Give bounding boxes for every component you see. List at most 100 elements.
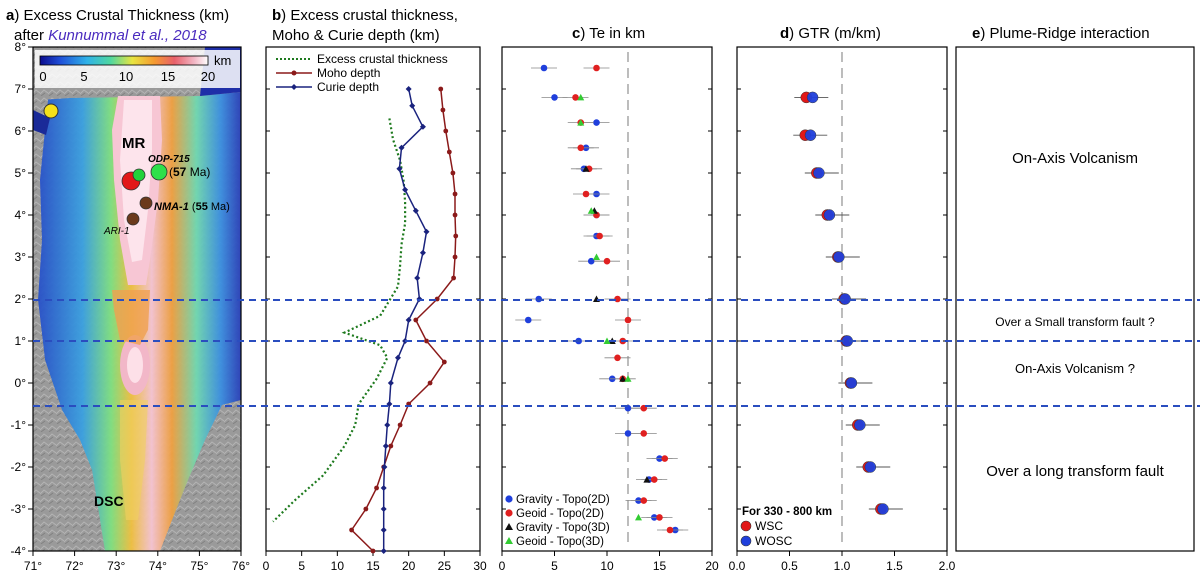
zone-label-long-transform: Over a long transform fault: [986, 463, 1164, 480]
geoid2d-point: [593, 64, 600, 72]
x-tick-label: 5: [298, 559, 305, 573]
y-tick-label: 4°: [15, 208, 27, 222]
map-label-nma-unit: Ma: [211, 201, 227, 213]
zone-label-on-axis-q: On-Axis Volcanism ?: [1015, 361, 1135, 376]
wosc-point: [854, 419, 866, 431]
y-tick-label: 7°: [15, 82, 27, 96]
green-site-marker: [132, 168, 146, 182]
moho-point: [427, 380, 433, 386]
y-tick-label: 1°: [15, 334, 27, 348]
y-tick-label: -1°: [11, 418, 27, 432]
y-tick-label: -3°: [11, 502, 27, 516]
map-label-mr: MR: [122, 135, 145, 152]
curie-point: [412, 207, 419, 214]
moho-point: [446, 149, 452, 155]
panel-a-citation: Kunnummal et al., 2018: [48, 27, 207, 44]
x-tick-label: 15: [653, 559, 667, 573]
colorbar-tick: 0: [39, 69, 46, 84]
nma-1-marker: [139, 196, 153, 210]
x-tick-label: 30: [473, 559, 487, 573]
svg-text:e) Plume-Ridge interaction: e) Plume-Ridge interaction: [972, 25, 1150, 42]
svg-text:d) GTR (m/km): d) GTR (m/km): [780, 25, 881, 42]
map-label-dsc: DSC: [94, 493, 124, 509]
y-tick-label: -4°: [11, 544, 27, 558]
panel-a-letter: a: [6, 7, 15, 24]
x-tick-label: 0: [263, 559, 270, 573]
map-label-nma: NMA-1: [154, 201, 189, 213]
curie-point: [380, 548, 387, 554]
curie-point: [387, 380, 394, 386]
x-tick-label: 72°: [66, 559, 84, 573]
panel-e-letter: e: [972, 25, 980, 42]
map-label-odp-age: 57: [173, 165, 187, 179]
wosc-point: [813, 167, 825, 179]
moho-point: [413, 317, 419, 323]
x-tick-label: 25: [438, 559, 452, 573]
legend-label-gravity2d: Gravity - Topo(2D): [516, 494, 610, 506]
colorbar-tick: 15: [161, 69, 175, 84]
wosc-point: [823, 209, 836, 221]
panel-b-letter: b: [272, 7, 281, 24]
geoid3d-point: [624, 375, 632, 382]
panel-b-title-line1: Excess crustal thickness,: [290, 7, 458, 24]
moho-point: [453, 233, 459, 239]
curie-point: [402, 186, 409, 193]
geoid2d-point: [577, 144, 585, 152]
wosc-point: [864, 461, 877, 473]
legend-marker-wsc: [740, 520, 752, 532]
moho-point: [370, 548, 376, 554]
geoid2d-point: [614, 354, 621, 362]
yellow-site-marker: [43, 103, 59, 119]
x-tick-label: 1.0: [834, 559, 851, 573]
gravity2d-point: [524, 316, 532, 324]
panel-a-title-prefix: after: [14, 27, 44, 44]
x-tick-label: 1.5: [886, 559, 903, 573]
x-tick-label: 0.0: [729, 559, 746, 573]
x-tick-label: 0.5: [781, 559, 798, 573]
x-tick-label: 73°: [107, 559, 125, 573]
curie-point: [423, 228, 430, 235]
geoid2d-point: [624, 316, 632, 324]
y-tick-label: 5°: [15, 166, 27, 180]
moho-point: [438, 86, 444, 92]
gravity2d-point: [587, 257, 595, 265]
y-tick-label: 2°: [15, 292, 27, 306]
gravity2d-point: [551, 94, 558, 101]
map-label-nma-age: 55: [196, 201, 208, 213]
moho-point: [363, 506, 369, 512]
legend-label-geoid2d: Geoid - Topo(2D): [516, 508, 604, 520]
wosc-point: [845, 377, 858, 389]
moho-point: [388, 443, 394, 449]
curie-point: [405, 86, 412, 92]
legend-label-gravity3d: Gravity - Topo(3D): [516, 522, 610, 534]
panel-d-title: GTR (m/km): [798, 25, 880, 42]
moho-point: [452, 254, 458, 260]
curie-point: [414, 275, 421, 281]
gravity3d-point: [619, 375, 627, 382]
x-tick-label: 71°: [24, 559, 42, 573]
geoid2d-point: [650, 476, 658, 483]
geoid2d-point: [666, 526, 674, 534]
svg-text:b) Excess crustal thickness,: b) Excess crustal thickness,: [272, 7, 458, 24]
y-tick-label: -2°: [11, 460, 27, 474]
svg-text:c) Te in km: c) Te in km: [572, 25, 645, 42]
legend-marker-wosc: [740, 535, 752, 547]
legend-marker-gravity3d: [505, 523, 513, 530]
geoid3d-point: [577, 93, 585, 101]
x-tick-label: 75°: [190, 559, 208, 573]
gravity3d-point: [643, 476, 651, 483]
panel-a: a) Excess Crustal Thickness (km) after K…: [6, 7, 250, 573]
geoid3d-point: [577, 119, 585, 126]
geoid2d-point: [572, 94, 579, 101]
moho-point: [374, 485, 379, 491]
geoid3d-point: [593, 253, 600, 260]
curie-point: [419, 249, 426, 256]
panel-c-title: Te in km: [589, 25, 645, 42]
x-tick-label: 15: [366, 559, 380, 573]
x-tick-label: 74°: [149, 559, 167, 573]
curie-point: [394, 354, 401, 361]
panel-b-legend: Excess crustal thickness Moho depth Curi…: [276, 52, 448, 94]
gravity2d-point: [593, 119, 600, 126]
geoid2d-point: [582, 190, 590, 198]
curie-point: [380, 506, 387, 512]
